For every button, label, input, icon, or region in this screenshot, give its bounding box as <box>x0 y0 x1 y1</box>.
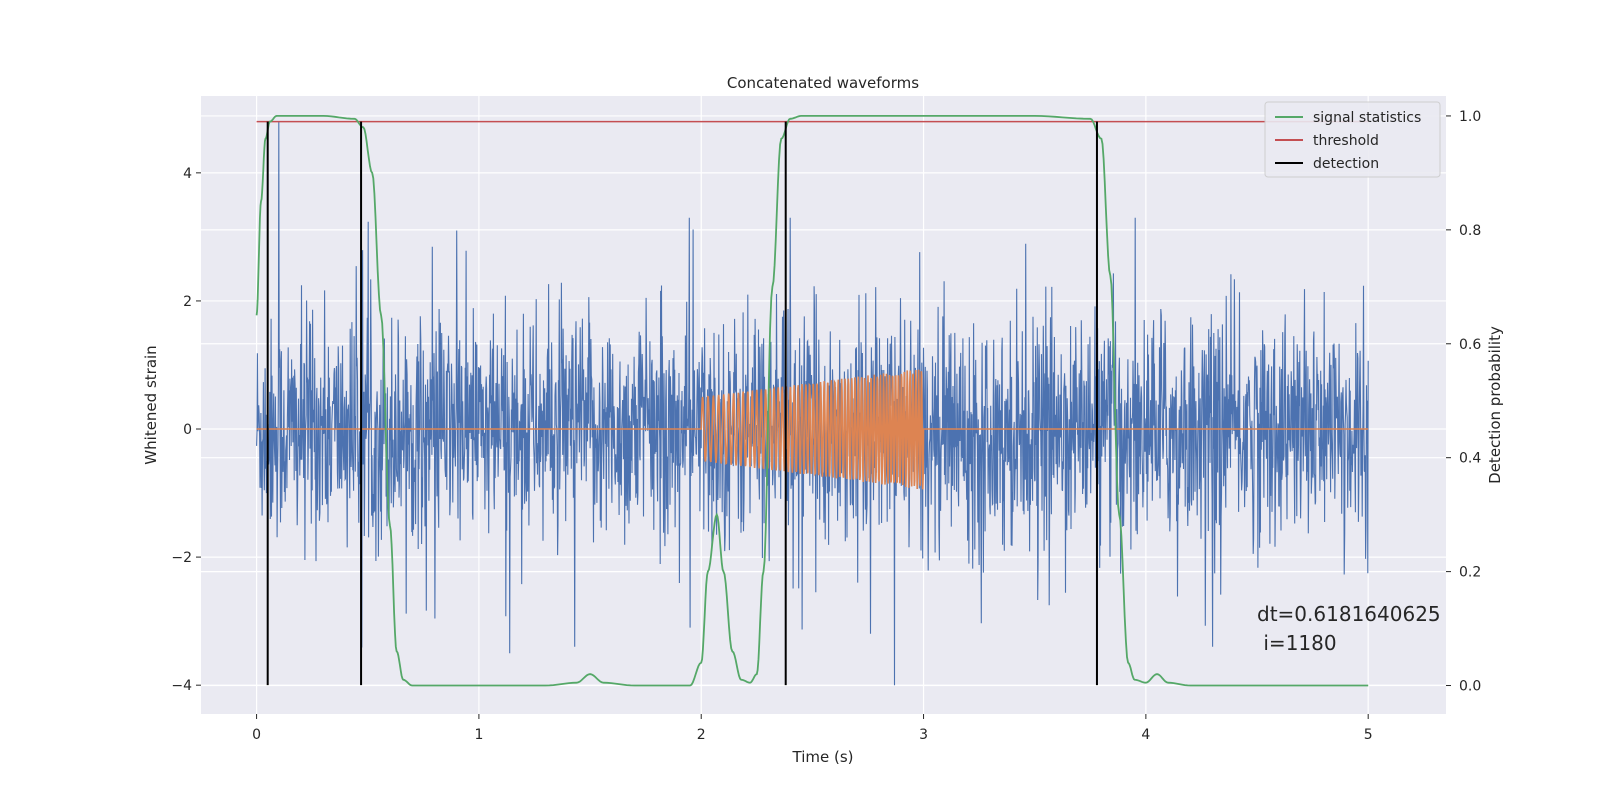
annotation-text: dt=0.6181640625 <box>1257 602 1441 626</box>
y-tick-label: 2 <box>183 294 192 310</box>
y2-tick-label: 0.6 <box>1459 337 1481 353</box>
y-tick-label: 0 <box>183 422 192 438</box>
y2-tick-label: 1.0 <box>1459 109 1481 125</box>
ticks: 0 1 2 3 4 5 −4 −2 0 2 4 0.0 0.2 0.4 0.6 0.8 1.0 <box>171 109 1481 743</box>
legend-label: threshold <box>1313 133 1379 149</box>
legend-label: signal statistics <box>1313 110 1421 126</box>
y2-tick-label: 0.4 <box>1459 451 1481 467</box>
x-axis-label: Time (s) <box>792 748 854 766</box>
x-tick-label: 2 <box>697 727 706 743</box>
chart-title: Concatenated waveforms <box>727 74 919 92</box>
x-tick-label: 0 <box>252 727 261 743</box>
signal-statistics-line <box>255 115 1369 687</box>
y-axis-label: Whitened strain <box>142 345 160 464</box>
legend: signal statistics threshold detection <box>1264 101 1441 178</box>
y2-tick-label: 0.0 <box>1459 679 1481 695</box>
y-tick-label: 4 <box>183 166 192 182</box>
y2-axis-label: Detection probability <box>1486 326 1504 484</box>
y2-tick-label: 0.2 <box>1459 565 1481 581</box>
y-tick-label: −2 <box>171 550 192 566</box>
legend-label: detection <box>1313 156 1379 172</box>
x-tick-label: 4 <box>1141 727 1150 743</box>
y2-tick-label: 0.8 <box>1459 223 1481 239</box>
annotation-text: i=1180 <box>1257 631 1337 655</box>
x-tick-label: 3 <box>919 727 928 743</box>
x-tick-label: 1 <box>474 727 483 743</box>
annotations: dt=0.6181640625 i=1180 <box>1257 602 1441 655</box>
x-tick-label: 5 <box>1364 727 1373 743</box>
chirp-line <box>256 369 1369 490</box>
series-group <box>255 115 1369 687</box>
legend-box <box>1264 101 1441 178</box>
y-tick-label: −4 <box>171 678 192 694</box>
